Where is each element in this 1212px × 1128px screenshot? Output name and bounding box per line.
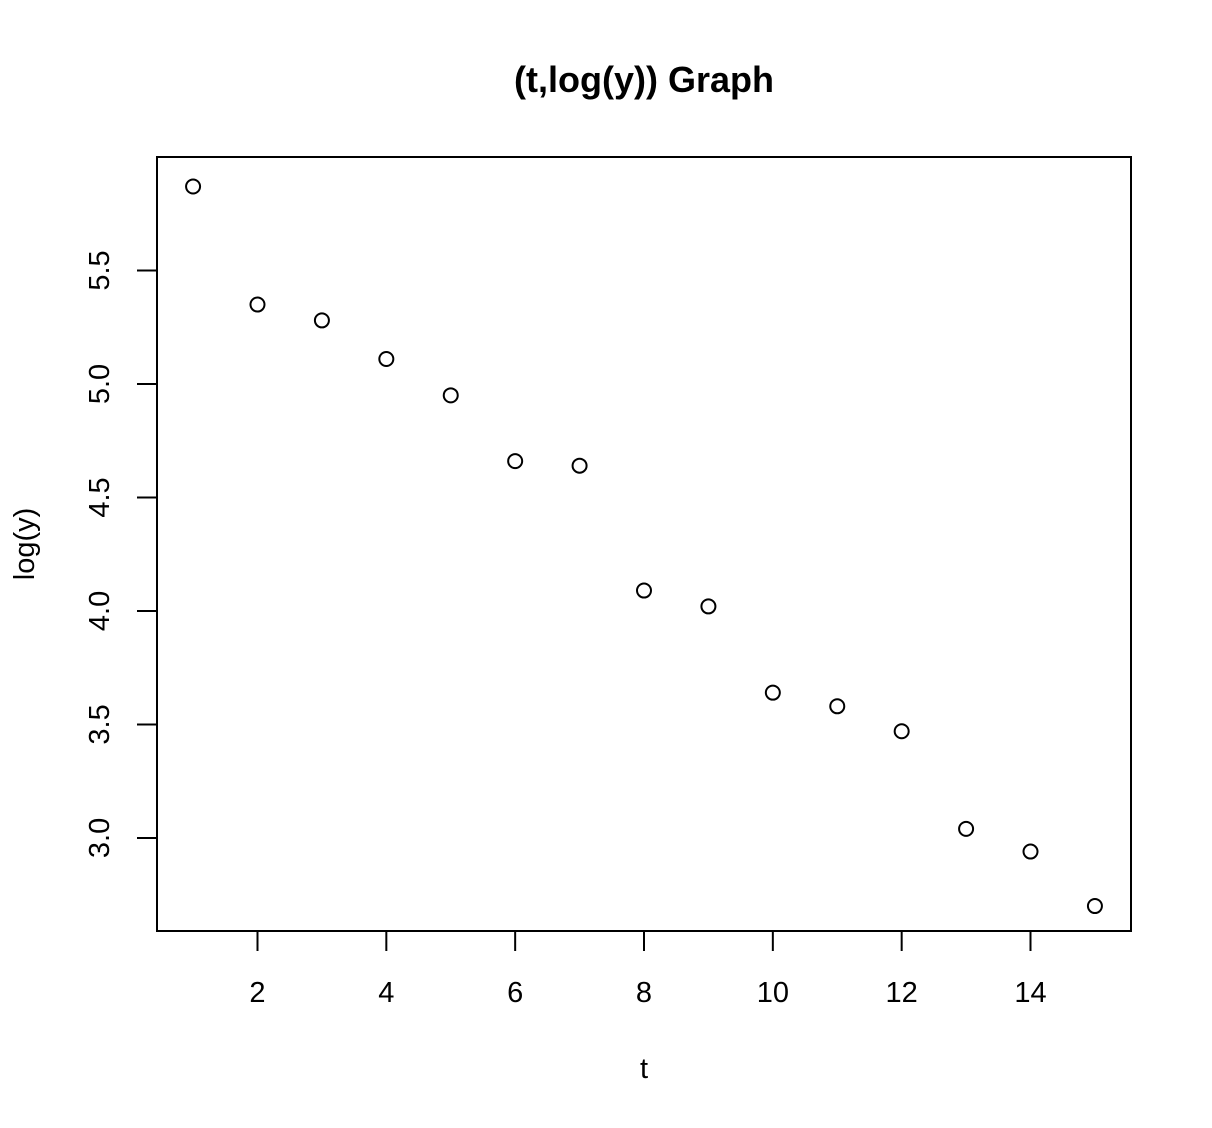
x-tick-label: 10 [757, 977, 789, 1009]
data-point [958, 820, 975, 837]
y-tick-label: 5.0 [84, 364, 116, 404]
data-point [636, 582, 652, 599]
x-axis: 2 4 6 8 10 12 14 [249, 930, 1047, 1009]
y-tick-label: 5.5 [84, 250, 116, 290]
x-tick-label: 4 [378, 977, 394, 1009]
data-point [185, 178, 202, 195]
data-point [1086, 898, 1103, 915]
x-tick-label: 8 [636, 977, 652, 1009]
data-point [249, 296, 266, 313]
data-point [700, 598, 717, 615]
data-point [442, 387, 459, 404]
data-point [829, 698, 846, 715]
data-point [893, 723, 910, 740]
x-tick-label: 2 [249, 977, 265, 1009]
chart-title: (t,log(y)) Graph [514, 59, 774, 100]
y-axis: 3.0 3.5 4.0 4.5 5.0 5.5 [84, 250, 158, 858]
x-tick-label: 14 [1014, 977, 1046, 1009]
data-points [185, 178, 1103, 915]
y-tick-label: 4.0 [84, 591, 116, 631]
y-axis-title: log(y) [9, 508, 41, 581]
data-point [313, 312, 330, 329]
x-tick-label: 6 [507, 977, 523, 1009]
y-tick-label: 4.5 [84, 477, 116, 517]
data-point [507, 453, 524, 470]
data-point [764, 684, 781, 701]
y-tick-label: 3.5 [84, 704, 116, 744]
data-point [378, 351, 395, 368]
data-point [1022, 843, 1039, 860]
plot-frame [156, 156, 1132, 932]
y-tick-label: 3.0 [84, 818, 116, 858]
data-point [571, 457, 588, 474]
x-tick-label: 12 [886, 977, 918, 1009]
x-axis-title: t [640, 1053, 648, 1085]
